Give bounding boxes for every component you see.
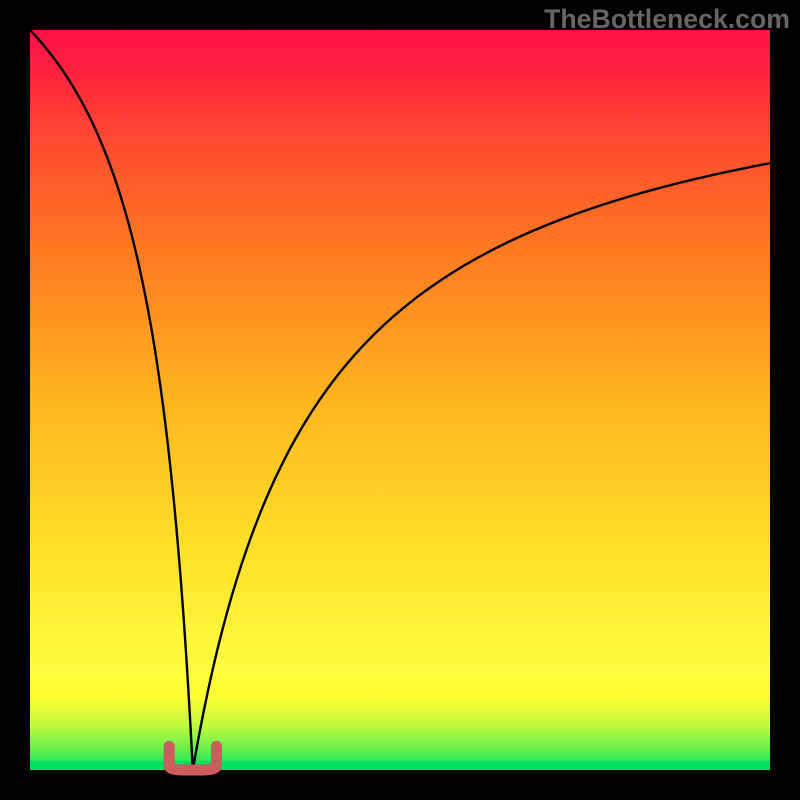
chart-canvas: TheBottleneck.com [0,0,800,800]
bottom-green-band [30,761,770,770]
gradient-background [30,30,770,770]
chart-svg [0,0,800,800]
